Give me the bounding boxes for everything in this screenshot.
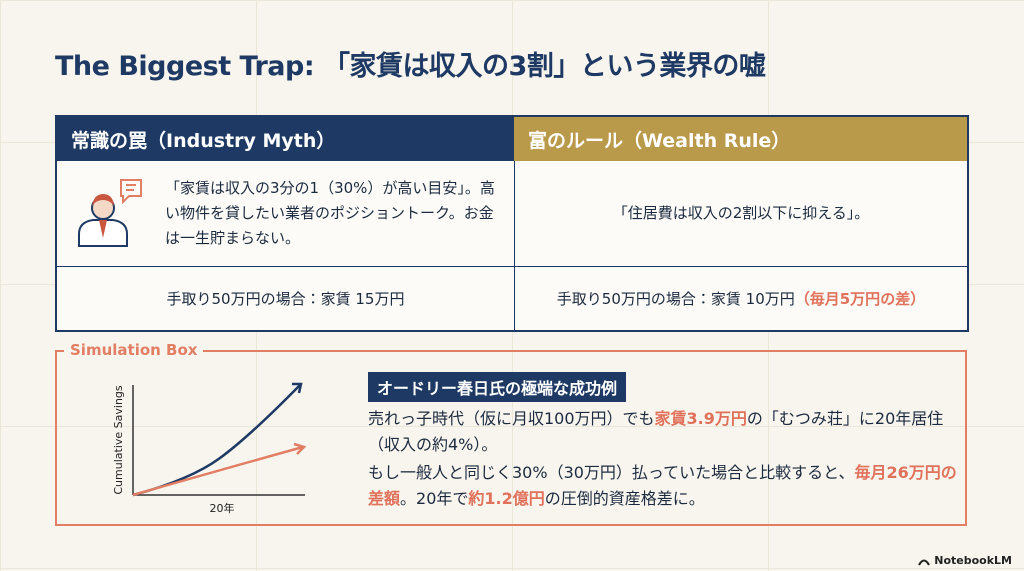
- brand: NotebookLM: [934, 554, 1012, 567]
- cell-text: 手取り50万円の場合：家賃 10万円: [556, 290, 795, 308]
- text: の圧倒的資産格差に。: [544, 489, 705, 508]
- table-cell: 手取り50万円の場合：家賃 15万円: [166, 290, 405, 308]
- illustrative-chart: Cumulative Savings 20年: [112, 382, 307, 515]
- footer: NotebookLM: [918, 554, 1012, 567]
- header-cell: 富のルール（Wealth Rule）: [514, 117, 967, 161]
- text: の「むつみ荘」に20年居住（収入の約4%）。: [368, 409, 944, 454]
- comparison-table: 常識の罠（Industry Myth） 富のルール（Wealth Rule） 「…: [55, 115, 969, 332]
- paragraph: 売れっ子時代（仮に月収100万円）でも家賃3.9万円の「むつみ荘」に20年居住（…: [368, 406, 958, 458]
- simulation-box: [55, 350, 967, 526]
- table-cell: 「住居費は収入の2割以下に抑える」。: [514, 161, 967, 267]
- title: The Biggest Trap: 「家賃は収入の3割」という業界の嘘: [55, 51, 766, 82]
- paragraph: もし一般人と同じく30%（30万円）払っていた場合と比較すると、毎月26万円の差…: [368, 460, 958, 512]
- text: 売れっ子時代（仮に月収100万円）でも: [368, 409, 655, 428]
- highlight-text: 毎月26万円の差額: [368, 463, 957, 508]
- text: もし一般人と同じく30%（30万円）払っていた場合と比較すると、: [368, 463, 855, 482]
- table-cell: 「家賃は収入の3分の1（30%）が高い目安」。高い物件を貸したい業者のポジション…: [57, 161, 514, 267]
- simulation-label: Simulation Box: [64, 341, 204, 359]
- brand-icon: [918, 559, 931, 566]
- text: 。20年で: [400, 489, 469, 508]
- highlight-text: 家賃3.9万円: [654, 409, 747, 428]
- person-icon: [78, 178, 142, 247]
- cell-text: 「家賃は収入の3分の1（30%）が高い目安」。高い物件を貸したい業者のポジション…: [165, 179, 495, 247]
- y-axis-label: Cumulative Savings: [112, 385, 125, 495]
- header-cell: 常識の罠（Industry Myth）: [57, 117, 514, 161]
- case-heading: オードリー春日氏の極端な成功例: [368, 372, 627, 402]
- highlight-text: （毎月5万円の差）: [794, 290, 926, 308]
- x-axis-label: 20年: [210, 501, 235, 515]
- table-cell: 手取り50万円の場合：家賃 10万円 （毎月5万円の差）: [514, 267, 967, 330]
- highlight-text: 約1.2億円: [468, 489, 545, 508]
